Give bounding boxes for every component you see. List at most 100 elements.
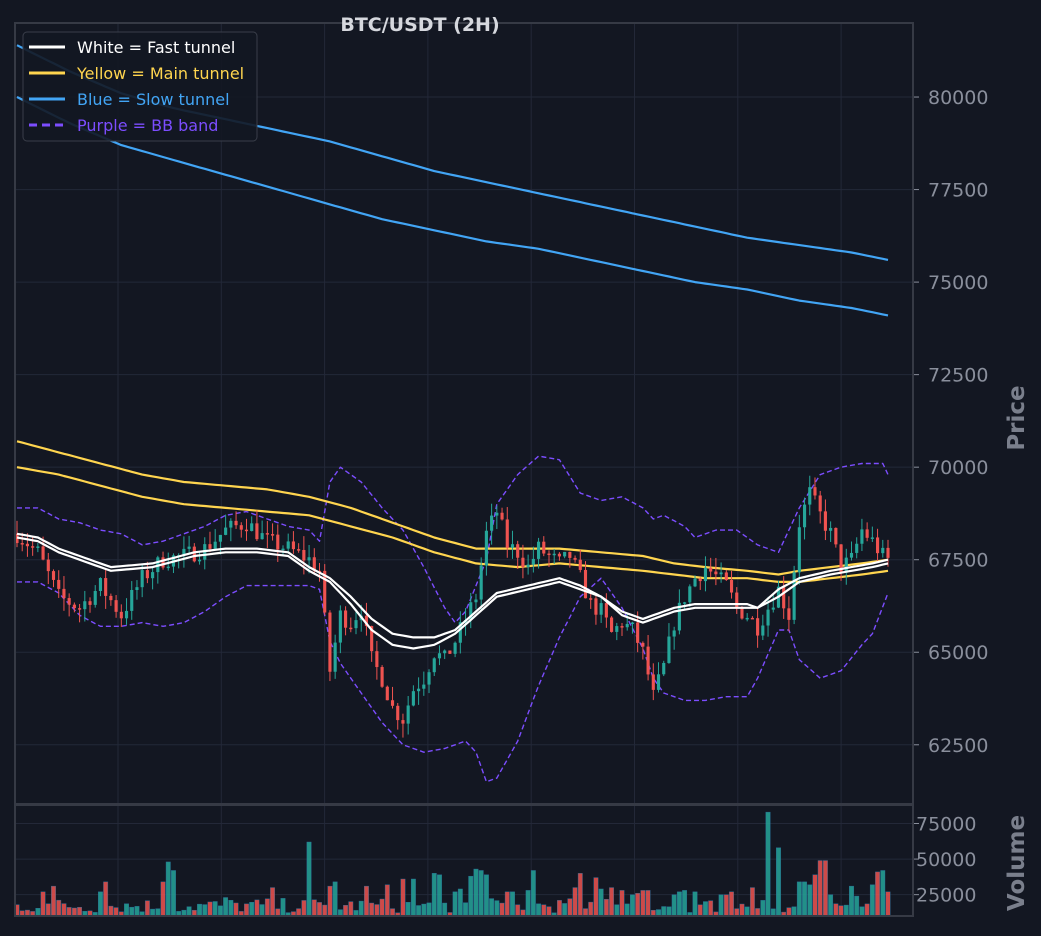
candle: [93, 585, 97, 608]
candle-body: [396, 705, 400, 721]
volume-bar: [671, 894, 677, 916]
candle: [677, 589, 681, 635]
volume-bar: [379, 898, 385, 916]
candle-body: [787, 608, 791, 620]
candle: [109, 593, 113, 606]
candle-body: [57, 579, 61, 589]
volume-bar: [577, 873, 583, 916]
candle-body: [855, 543, 859, 553]
candle: [797, 514, 801, 585]
candle: [338, 605, 342, 654]
volume-bar: [838, 905, 844, 916]
volume-bar: [228, 900, 234, 916]
candle-body: [651, 674, 655, 690]
candle-body: [349, 627, 353, 630]
candle-body: [484, 530, 488, 566]
bb-upper-line: [17, 455, 889, 624]
volume-bar: [697, 904, 703, 916]
volume-bar: [212, 901, 218, 916]
volume-bar: [546, 906, 552, 916]
candle: [62, 576, 66, 611]
candle: [510, 530, 515, 559]
volume-bar: [416, 905, 422, 916]
candle: [802, 497, 807, 540]
candle-body: [672, 630, 676, 637]
candle: [516, 540, 520, 569]
candle-body: [375, 651, 379, 668]
volume-bar: [739, 903, 745, 916]
candle-body: [286, 541, 290, 549]
candle: [312, 548, 316, 573]
candle: [145, 561, 149, 584]
candle-body: [333, 642, 337, 672]
volume-bar: [108, 905, 114, 916]
candle-body: [479, 565, 483, 600]
candle: [72, 602, 76, 613]
volume-bar: [749, 887, 755, 916]
fast-tunnel-lower-line: [16, 536, 889, 650]
candle-body: [782, 586, 786, 609]
candle: [672, 626, 676, 650]
candle-body: [849, 552, 854, 558]
volume-bar: [489, 898, 495, 916]
candle-body: [740, 606, 744, 619]
candle-body: [265, 533, 269, 535]
candle-body: [244, 529, 249, 532]
price-tick-label: 67500: [928, 550, 988, 572]
volume-bar: [150, 908, 156, 916]
candle: [224, 514, 228, 536]
candle-body: [709, 567, 713, 572]
candle: [756, 606, 760, 648]
candle: [834, 527, 838, 548]
volume-bar: [139, 911, 145, 916]
volume-bar: [682, 890, 688, 916]
volume-bar: [98, 891, 103, 916]
candle-body: [302, 549, 306, 561]
candle-body: [453, 642, 457, 654]
candle: [437, 645, 442, 666]
candle: [688, 584, 692, 607]
candle: [417, 677, 421, 705]
candle: [709, 557, 713, 577]
candle: [724, 570, 728, 581]
volume-bar: [541, 904, 547, 916]
volume-bar: [254, 899, 260, 916]
volume-bar: [557, 900, 562, 916]
candle: [354, 610, 358, 635]
price-tick-label: 70000: [928, 457, 988, 479]
volume-bar: [630, 894, 635, 916]
volume-bar: [332, 881, 338, 916]
volume-bar: [583, 908, 588, 916]
candle: [390, 686, 395, 709]
volume-bar: [87, 910, 93, 916]
volume-bar: [786, 907, 792, 916]
volume-bar: [499, 902, 505, 916]
volume-panel-border: [14, 804, 914, 917]
candle-body: [83, 601, 87, 610]
volume-bar: [708, 900, 714, 916]
candle-body: [276, 534, 280, 550]
volume-bar: [645, 890, 651, 916]
candle: [646, 635, 650, 681]
candle: [563, 551, 567, 559]
volume-bar: [223, 897, 229, 916]
volume-bar: [181, 909, 187, 916]
candle-body: [818, 495, 822, 512]
candle: [255, 510, 259, 541]
volume-bar: [551, 912, 557, 916]
volume-bar: [25, 909, 30, 916]
volume-bar: [729, 891, 734, 916]
candle: [104, 568, 108, 609]
candle-body: [307, 557, 311, 561]
candle-body: [448, 650, 452, 654]
fast-tunnel-upper-line: [16, 532, 889, 639]
candle-body: [557, 553, 561, 557]
candle-body: [568, 551, 572, 558]
candle-body: [505, 519, 509, 548]
candle-body: [250, 523, 254, 531]
candle: [839, 544, 843, 581]
volume-bar: [833, 903, 839, 916]
candle-body: [114, 600, 118, 612]
candle: [119, 604, 123, 627]
